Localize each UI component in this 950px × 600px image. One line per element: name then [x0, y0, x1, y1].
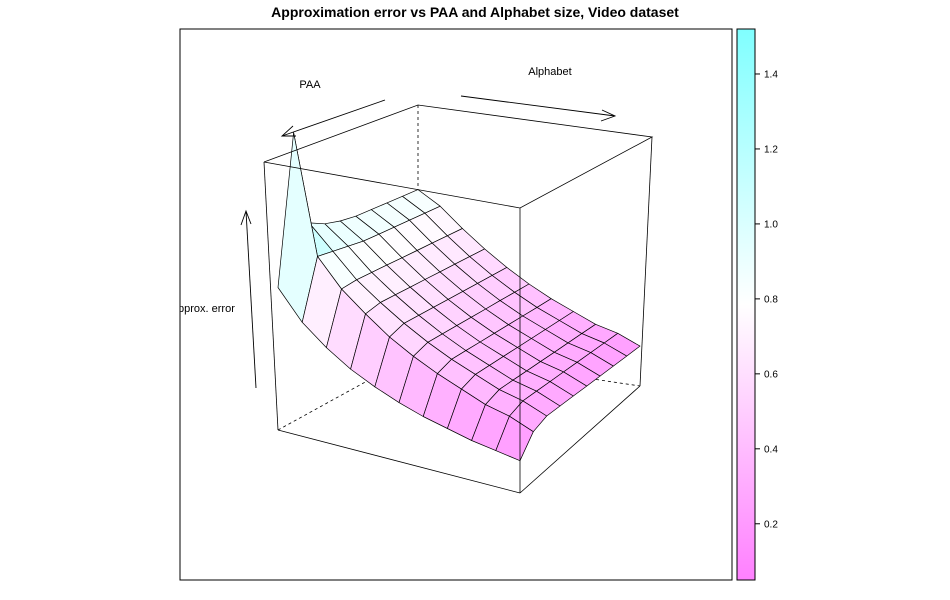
surface-facet: [495, 415, 534, 462]
colorkey-tick-label: 0.6: [764, 369, 778, 380]
colorkey-ticks: 0.2 0.4 0.6 0.8 1.0 1.2 1.4: [755, 69, 778, 530]
box-edge: [277, 429, 521, 494]
colorkey-tick-label: 1.2: [764, 144, 778, 155]
colorkey-tick-label: 1.0: [764, 219, 778, 230]
z-axis-label: pprox. error: [178, 303, 235, 315]
x-axis-label: PAA: [299, 79, 321, 91]
box-edge: [639, 136, 653, 387]
error-arrow: [240, 209, 257, 389]
box-edge: [263, 161, 279, 431]
colorkey-tick-label: 0.8: [764, 294, 778, 305]
panel-frame: [179, 28, 733, 581]
alphabet-arrow: [460, 95, 617, 122]
y-axis-label: Alphabet: [528, 66, 571, 78]
colorkey-tick-label: 1.4: [764, 69, 778, 80]
surface-mesh: [277, 132, 641, 462]
colorkey-tick-label: 0.4: [764, 444, 778, 455]
paa-arrow: [280, 99, 386, 137]
box-edge: [519, 385, 641, 494]
colorkey-bar: [736, 28, 756, 581]
chart-title: Approximation error vs PAA and Alphabet …: [271, 4, 679, 20]
colorkey-tick-label: 0.2: [764, 519, 778, 530]
box-top-edge: [263, 104, 654, 209]
